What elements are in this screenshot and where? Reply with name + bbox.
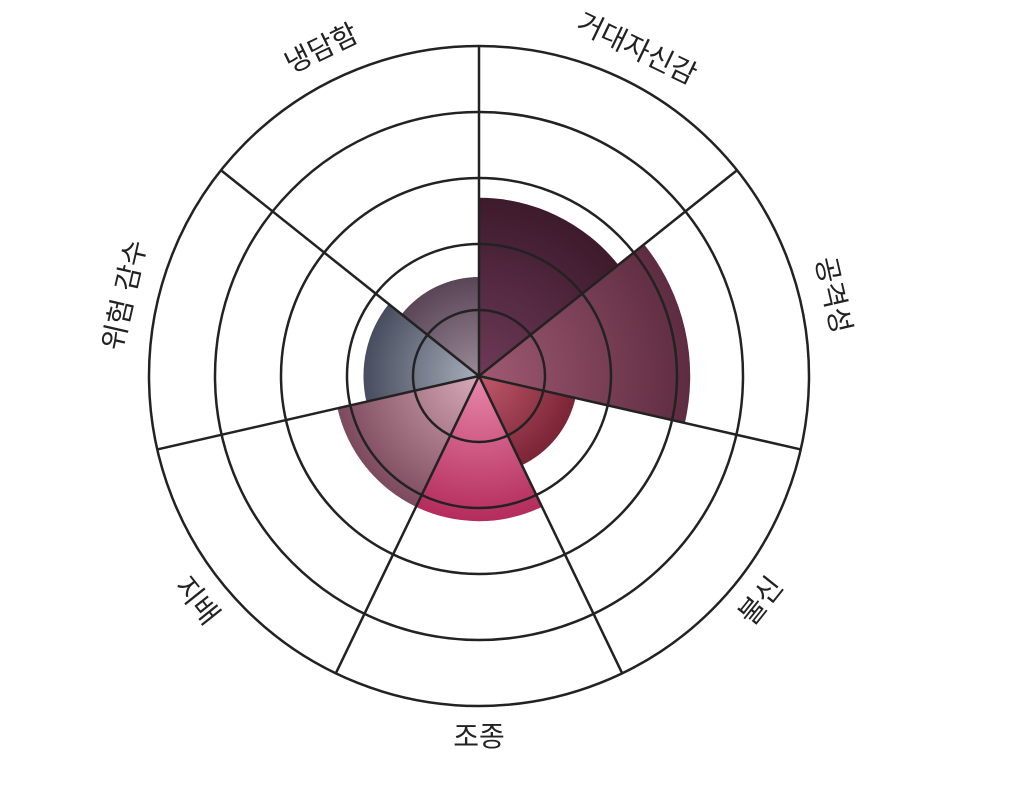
wedge-5 (363, 303, 479, 402)
grid-spoke-4 (334, 375, 481, 674)
category-label: 위험 감수 (96, 237, 153, 353)
grid-spoke-2 (478, 374, 802, 451)
wedge-6 (401, 277, 479, 376)
wedge-0 (479, 197, 619, 376)
grid-spoke-3 (477, 375, 624, 674)
category-label: 거대자신감 (572, 6, 702, 92)
category-label: 불신 (732, 570, 790, 631)
wedge-3 (416, 376, 542, 522)
grid-spoke-1 (478, 169, 738, 377)
grid-spoke-6 (220, 169, 480, 377)
wedge-1 (479, 244, 691, 423)
category-label: 공격성 (809, 254, 858, 337)
grid-spoke-5 (156, 374, 480, 451)
category-label: 지배 (168, 570, 226, 631)
wedge-4 (337, 376, 479, 507)
category-label: 조종 (453, 720, 505, 753)
